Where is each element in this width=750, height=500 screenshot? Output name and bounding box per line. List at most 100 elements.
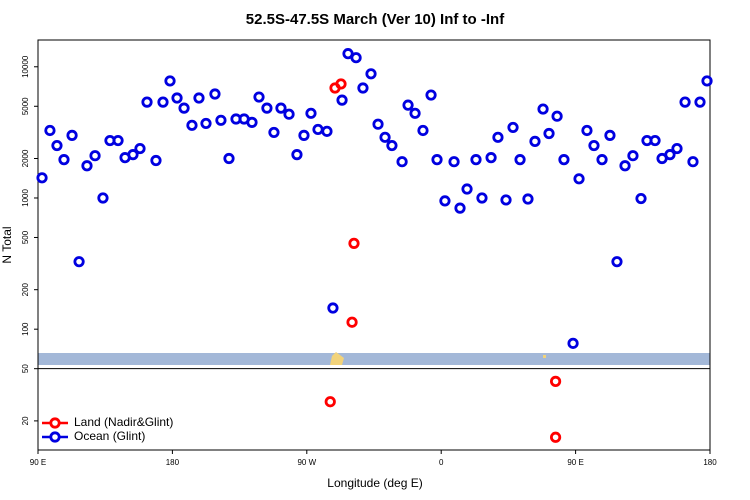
x-tick-label: 180 xyxy=(166,458,180,467)
point xyxy=(635,192,647,205)
point xyxy=(485,152,497,164)
y-tick-label: 1000 xyxy=(21,189,30,207)
point xyxy=(327,302,339,314)
point xyxy=(679,96,691,108)
x-tick-label: 90 W xyxy=(297,458,316,467)
plot-frame xyxy=(37,39,711,451)
point xyxy=(529,135,541,147)
point xyxy=(36,172,48,184)
point xyxy=(549,431,562,443)
chart-title: 52.5S-47.5S March (Ver 10) Inf to -Inf xyxy=(246,11,505,28)
point xyxy=(476,192,488,204)
y-tick-label: 10000 xyxy=(21,55,30,78)
point xyxy=(268,126,280,139)
point xyxy=(171,92,183,104)
y-tick-label: 500 xyxy=(21,230,30,244)
point xyxy=(321,125,333,137)
point xyxy=(324,396,336,408)
point xyxy=(425,89,437,101)
y-tick-label: 100 xyxy=(21,322,30,336)
point xyxy=(627,150,639,162)
point xyxy=(687,156,699,168)
point xyxy=(664,149,676,161)
point xyxy=(543,127,555,140)
point xyxy=(283,108,295,120)
point xyxy=(215,114,227,126)
point xyxy=(253,91,265,103)
point xyxy=(261,102,273,114)
land-strip xyxy=(330,352,344,365)
point xyxy=(588,139,600,152)
point xyxy=(379,131,391,143)
land-strip xyxy=(543,355,546,358)
point xyxy=(537,103,549,115)
point xyxy=(223,152,235,165)
point xyxy=(402,99,414,111)
legend-label: Ocean (Glint) xyxy=(74,429,145,443)
point xyxy=(186,119,198,131)
legend-marker xyxy=(49,417,61,429)
point xyxy=(298,129,310,141)
point xyxy=(549,375,562,387)
point xyxy=(312,123,324,136)
point xyxy=(127,149,139,161)
point xyxy=(346,316,358,328)
point xyxy=(81,160,93,172)
point xyxy=(492,131,504,143)
point xyxy=(522,193,534,205)
point xyxy=(596,154,608,166)
legend-marker xyxy=(49,431,61,443)
surface-strip xyxy=(38,353,710,365)
point xyxy=(178,102,190,114)
point xyxy=(649,134,661,147)
point xyxy=(112,134,124,147)
point xyxy=(246,116,258,128)
point xyxy=(51,139,63,152)
point xyxy=(164,75,176,87)
point xyxy=(431,154,443,166)
point xyxy=(209,88,221,100)
point xyxy=(448,156,460,168)
point xyxy=(396,156,408,168)
y-tick-label: 2000 xyxy=(21,149,30,167)
point xyxy=(157,96,169,108)
point xyxy=(357,82,369,94)
point xyxy=(581,124,593,137)
point xyxy=(200,117,212,130)
point xyxy=(439,195,451,207)
point xyxy=(193,92,205,104)
x-tick-label: 180 xyxy=(703,458,717,467)
point xyxy=(461,183,473,195)
point xyxy=(604,129,616,141)
x-tick-label: 0 xyxy=(439,458,444,467)
point xyxy=(386,139,398,152)
y-tick-label: 20 xyxy=(21,416,30,425)
point xyxy=(611,256,623,268)
point xyxy=(348,237,360,249)
point xyxy=(89,150,101,162)
x-axis-label: Longitude (deg E) xyxy=(327,476,422,490)
point xyxy=(336,94,348,106)
point xyxy=(372,118,384,130)
point xyxy=(558,154,570,166)
point xyxy=(335,78,347,90)
y-axis-label: N Total xyxy=(0,226,14,263)
point xyxy=(97,192,109,204)
point xyxy=(66,129,78,141)
point xyxy=(365,68,377,80)
point xyxy=(454,202,466,214)
y-tick-label: 5000 xyxy=(21,97,30,115)
point xyxy=(694,96,706,108)
x-tick-label: 90 E xyxy=(30,458,46,467)
point xyxy=(507,121,519,134)
point xyxy=(619,160,631,172)
point xyxy=(350,52,362,64)
point xyxy=(305,107,317,119)
point xyxy=(409,107,421,119)
point xyxy=(291,149,303,161)
x-tick-label: 90 E xyxy=(567,458,583,467)
point xyxy=(141,96,153,108)
point xyxy=(73,256,85,268)
point xyxy=(470,154,482,166)
